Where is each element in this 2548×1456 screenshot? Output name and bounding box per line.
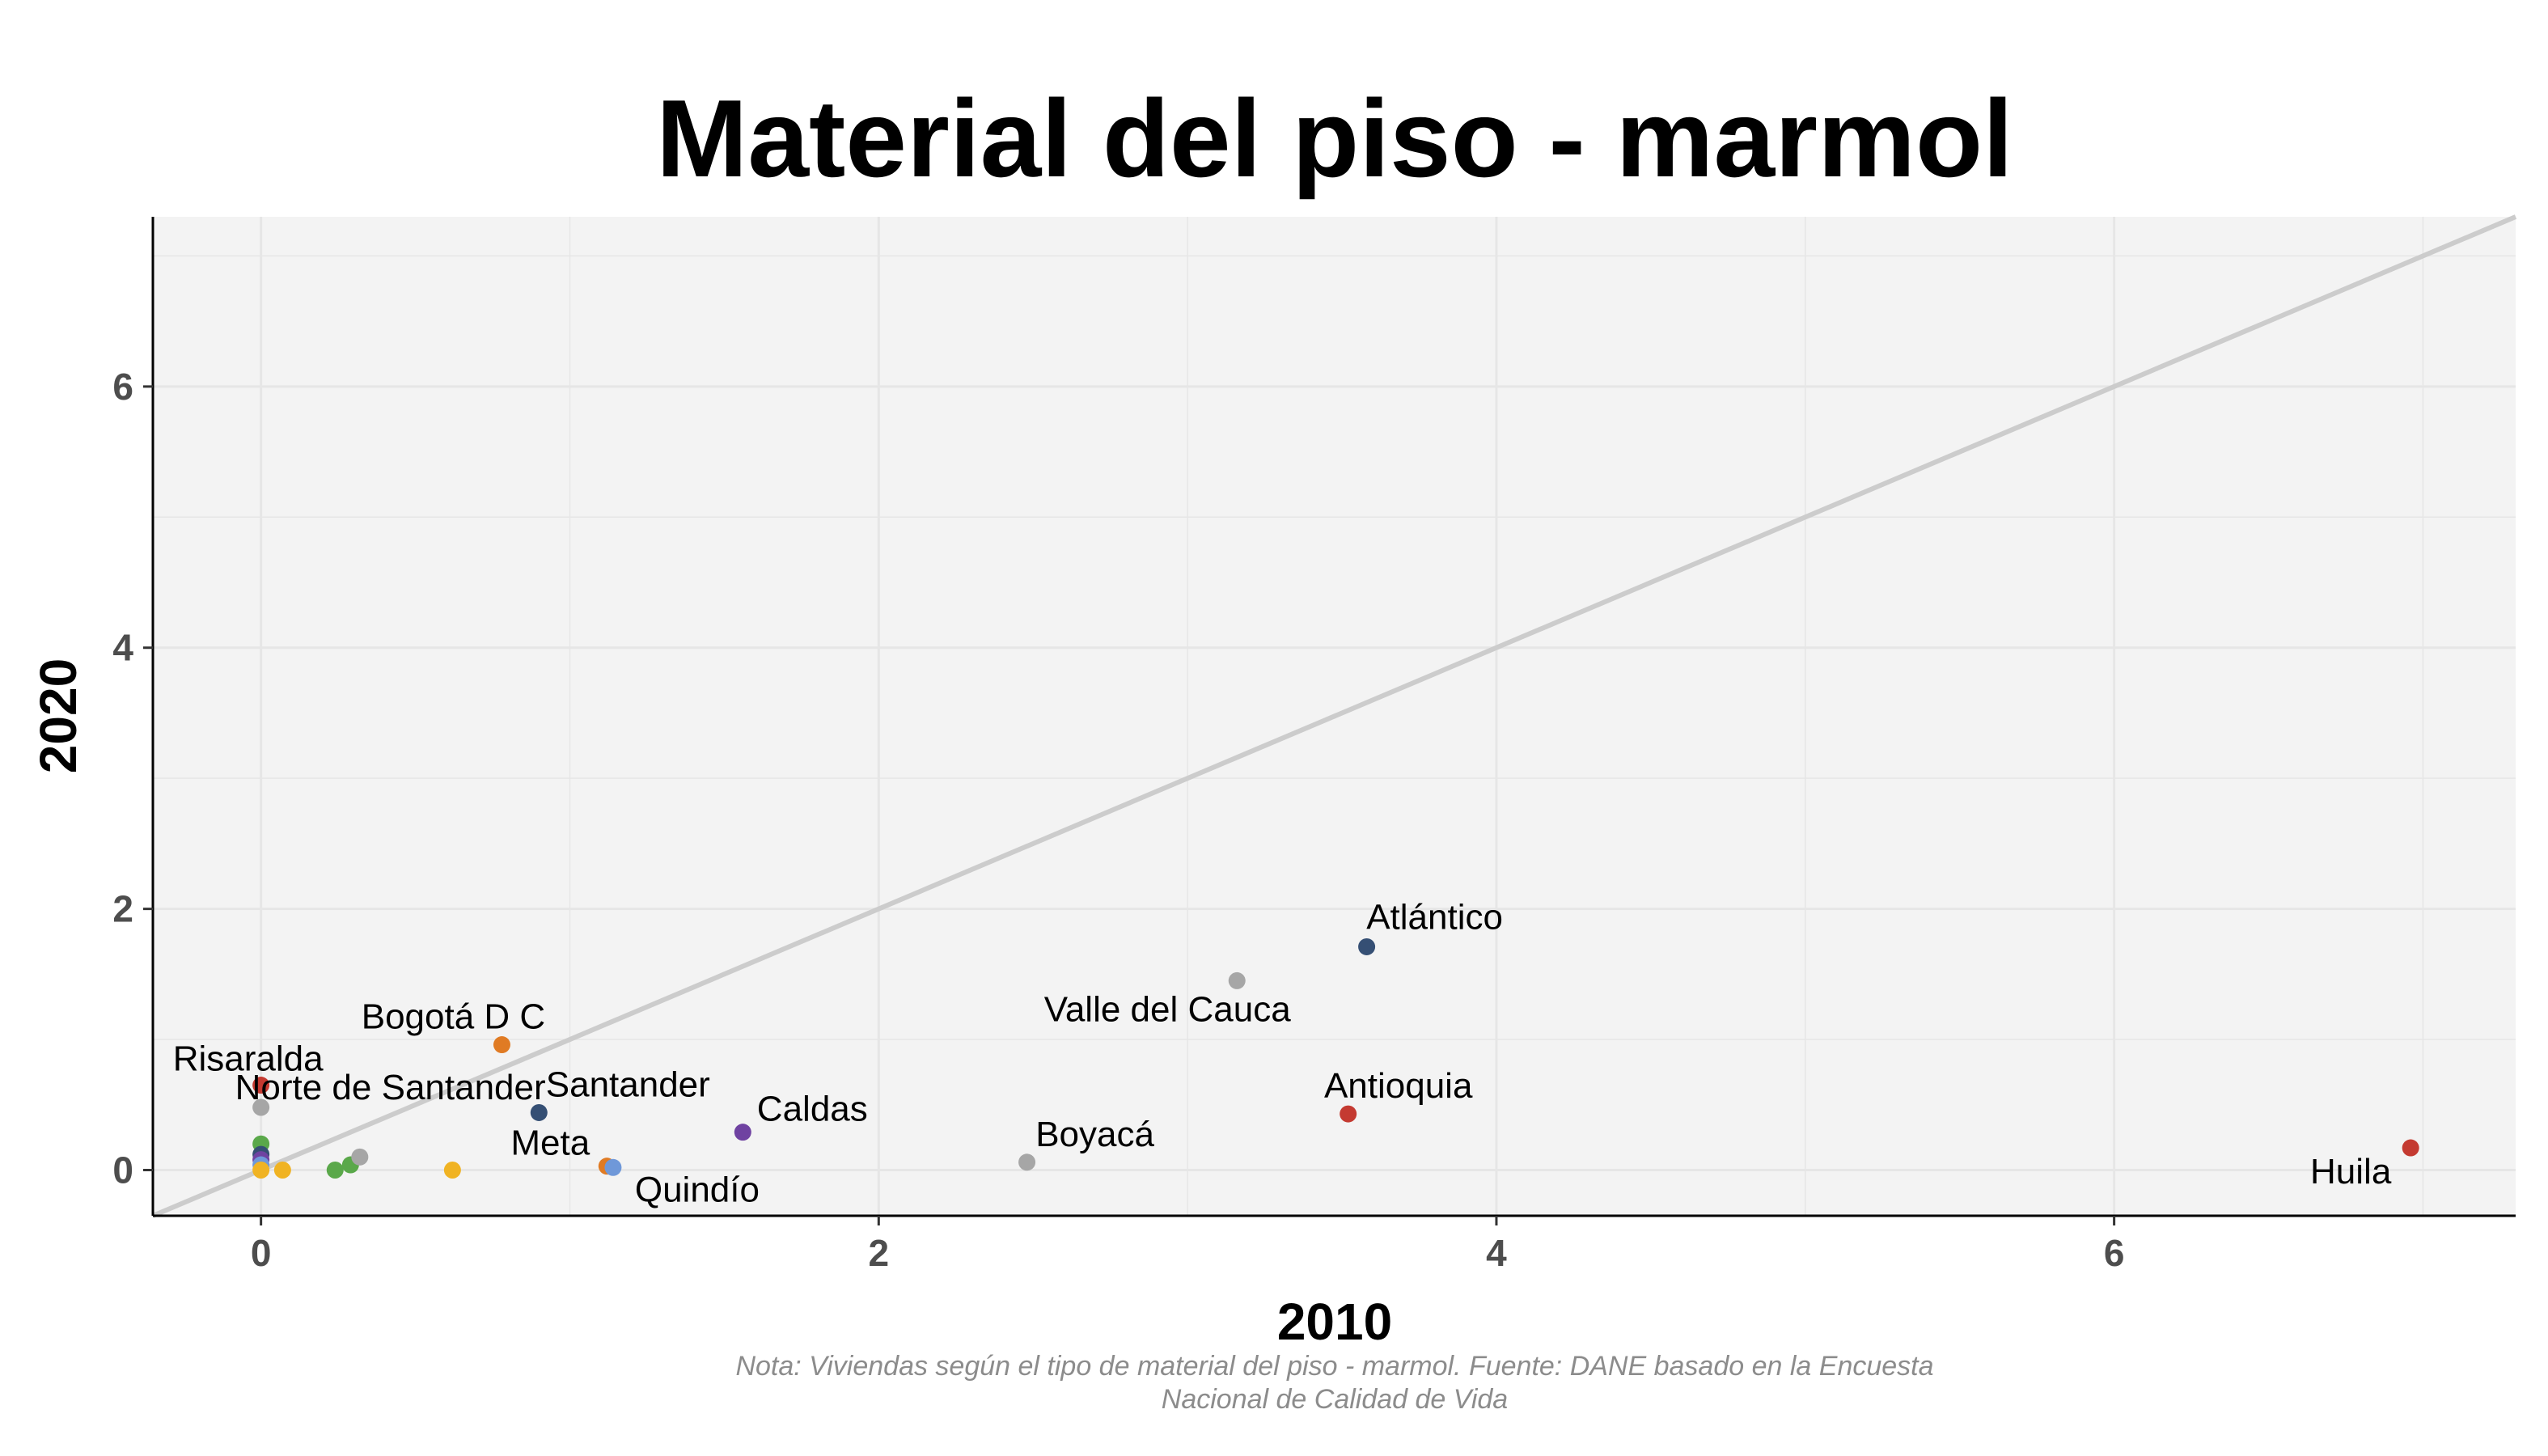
data-point-valle-del-cauca — [1228, 971, 1246, 989]
data-point-norte-de-santander — [252, 1098, 270, 1116]
data-point — [326, 1161, 344, 1179]
point-label-atl-ntico: Atlántico — [1366, 897, 1503, 937]
point-labels: Huila Atlántico Antioquia Valle del Cauca Bo… — [173, 897, 2392, 1209]
identity-reference-line — [151, 214, 2517, 1218]
point-label-meta: Meta — [510, 1124, 590, 1163]
x-tick-label: 0 — [251, 1232, 272, 1274]
data-point — [443, 1161, 461, 1179]
data-point-caldas — [734, 1124, 751, 1141]
y-tick-label: 6 — [112, 366, 133, 408]
axes — [143, 217, 2516, 1225]
caption-line-1: Nota: Viviendas según el tipo de materia… — [735, 1351, 1933, 1382]
data-point-atl-ntico — [1358, 938, 1376, 955]
y-tick-label: 4 — [112, 627, 133, 669]
data-point-risaralda — [252, 1077, 270, 1094]
y-tick-label: 0 — [112, 1149, 133, 1191]
gridlines — [153, 217, 2516, 1216]
y-axis-title: 2020 — [29, 658, 87, 773]
caption-line-2: Nacional de Calidad de Vida — [1162, 1384, 1508, 1415]
point-label-quind-o: Quindío — [635, 1170, 760, 1209]
data-point-quind-o — [604, 1158, 622, 1176]
point-label-huila: Huila — [2310, 1152, 2392, 1191]
data-point-santander — [530, 1103, 548, 1121]
reference-line-group — [151, 214, 2517, 1218]
x-tick-label: 2 — [869, 1232, 890, 1274]
point-label-santander: Santander — [546, 1064, 710, 1104]
point-label-bogot-d-c: Bogotá D C — [362, 997, 545, 1037]
point-label-valle-del-cauca: Valle del Cauca — [1044, 989, 1291, 1029]
point-label-caldas: Caldas — [757, 1090, 868, 1129]
y-tick-label: 2 — [112, 888, 133, 930]
data-point-bogot-d-c — [493, 1036, 510, 1054]
data-point-antioquia — [1340, 1105, 1357, 1123]
data-point — [252, 1161, 270, 1179]
x-tick-label: 6 — [2104, 1232, 2125, 1274]
x-tick-label: 4 — [1486, 1232, 1507, 1274]
point-label-antioquia: Antioquia — [1324, 1066, 1473, 1106]
data-point — [273, 1161, 291, 1179]
data-points — [252, 938, 2419, 1179]
chart-title: Material del piso - marmol — [656, 77, 2013, 200]
data-point-boyac- — [1018, 1153, 1036, 1171]
point-label-norte-de-santander: Norte de Santander — [235, 1068, 546, 1107]
point-label-boyac-: Boyacá — [1035, 1115, 1154, 1154]
tick-labels: 0 2 4 6 0 2 4 6 — [112, 366, 2124, 1274]
point-label-risaralda: Risaralda — [173, 1039, 324, 1079]
data-point-huila — [2402, 1139, 2419, 1157]
x-axis-title: 2010 — [1277, 1293, 1392, 1351]
data-point — [351, 1148, 369, 1166]
